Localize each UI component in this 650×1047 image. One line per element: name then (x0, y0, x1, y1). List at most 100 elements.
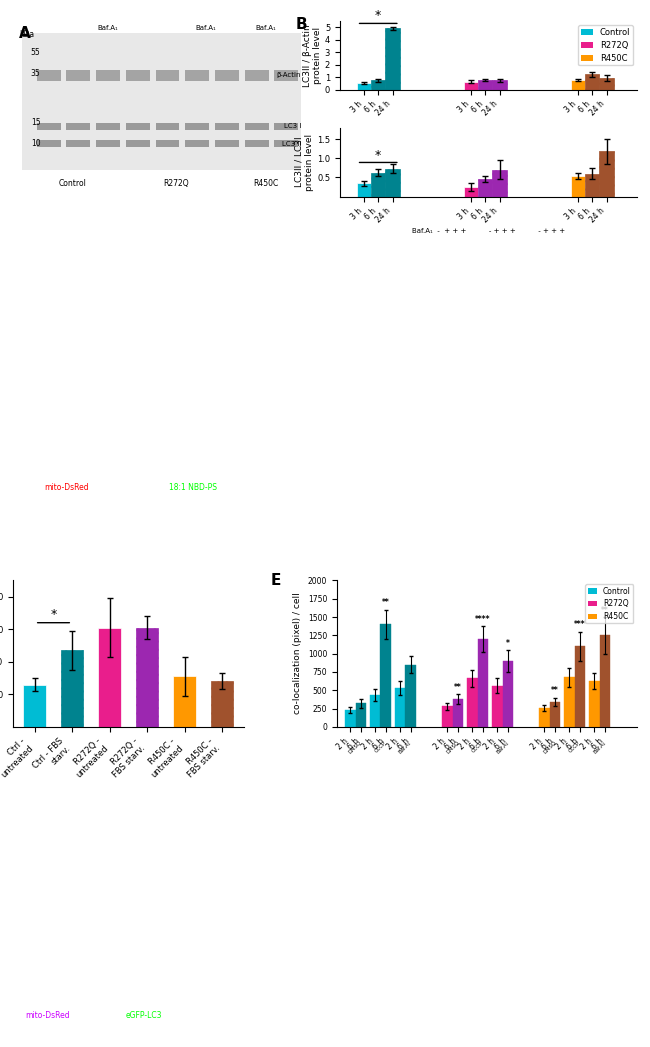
Bar (478, 80, 493, 90)
Text: *: * (375, 9, 382, 22)
Text: 15: 15 (31, 118, 40, 128)
Bar (61, 650, 83, 727)
Text: Baf.A₁: Baf.A₁ (398, 740, 413, 755)
Bar (357, 183, 371, 197)
FancyBboxPatch shape (96, 140, 120, 148)
Bar (502, 661, 514, 727)
Y-axis label: LC3II / LC3I
protein level: LC3II / LC3I protein level (295, 134, 314, 191)
Text: B: B (295, 18, 307, 32)
Bar (585, 74, 599, 90)
Y-axis label: co-localization (pixel) / cell: co-localization (pixel) / cell (293, 593, 302, 714)
Bar (599, 77, 614, 90)
Text: ****: **** (475, 615, 491, 624)
Text: eGFP-LC3: eGFP-LC3 (125, 1010, 162, 1020)
Bar (98, 627, 121, 727)
Text: ***: *** (574, 621, 586, 629)
FancyBboxPatch shape (245, 122, 268, 130)
FancyBboxPatch shape (96, 70, 120, 81)
Text: DMSO: DMSO (348, 740, 363, 755)
FancyBboxPatch shape (37, 140, 60, 148)
Text: R272Q: R272Q (164, 179, 189, 188)
Text: A: A (19, 26, 31, 41)
Bar (385, 28, 400, 90)
Bar (23, 685, 46, 727)
Text: *: * (50, 608, 57, 621)
Bar (550, 701, 560, 727)
Text: R450C: R450C (253, 179, 278, 188)
Text: Baf.A₁: Baf.A₁ (592, 740, 607, 755)
Text: *: * (506, 639, 510, 648)
Bar (599, 636, 610, 727)
Bar (478, 179, 493, 197)
Text: R450C: R450C (515, 284, 551, 293)
FancyBboxPatch shape (185, 140, 209, 148)
FancyBboxPatch shape (155, 140, 179, 148)
Bar (493, 81, 507, 90)
Text: β-Actin: β-Actin (277, 72, 301, 79)
Text: CCCP: CCCP (374, 740, 387, 754)
Bar (463, 187, 478, 197)
Text: CCCP: CCCP (471, 740, 484, 754)
Bar (585, 174, 599, 197)
Text: co-
localization: co- localization (20, 379, 63, 398)
FancyBboxPatch shape (96, 122, 120, 130)
FancyBboxPatch shape (66, 140, 90, 148)
Bar (463, 82, 478, 90)
Bar (385, 169, 400, 197)
Bar (406, 665, 416, 727)
FancyBboxPatch shape (185, 122, 209, 130)
Bar (356, 704, 366, 727)
Text: 10: 10 (31, 139, 40, 149)
Bar (589, 682, 599, 727)
Text: DMSO: DMSO (445, 740, 460, 755)
FancyBboxPatch shape (245, 140, 268, 148)
Bar (599, 152, 614, 197)
Text: LC3 I: LC3 I (284, 124, 301, 130)
Bar (370, 695, 380, 727)
Text: R272Q: R272Q (25, 906, 34, 932)
Text: **: ** (454, 683, 462, 692)
Text: Control: Control (25, 833, 34, 861)
Legend: Control, R272Q, R450C: Control, R272Q, R450C (578, 25, 633, 66)
Y-axis label: LC3II / β-Actin
protein level: LC3II / β-Actin protein level (303, 24, 322, 87)
Text: E: E (271, 573, 281, 588)
FancyBboxPatch shape (245, 70, 268, 81)
Text: Control: Control (58, 179, 86, 188)
Text: C: C (20, 286, 31, 300)
FancyBboxPatch shape (155, 122, 179, 130)
FancyBboxPatch shape (274, 140, 298, 148)
Bar (345, 710, 356, 727)
FancyBboxPatch shape (66, 70, 90, 81)
Bar (174, 676, 196, 727)
Bar (492, 686, 502, 727)
Text: Baf. A₁ - 6h: Baf. A₁ - 6h (510, 814, 556, 823)
Text: Baf.A₁: Baf.A₁ (255, 25, 276, 30)
FancyBboxPatch shape (155, 70, 179, 81)
Text: Baf.A₁: Baf.A₁ (98, 25, 118, 30)
Bar (452, 699, 463, 727)
Text: colocalization: colocalization (402, 1015, 456, 1024)
Text: mito-DsRed: mito-DsRed (25, 1010, 70, 1020)
Text: DMSO: DMSO (542, 740, 557, 755)
Text: CCCP: CCCP (568, 740, 581, 754)
FancyBboxPatch shape (22, 34, 301, 171)
FancyBboxPatch shape (126, 140, 150, 148)
Text: LC3 II: LC3 II (282, 141, 301, 147)
Bar (371, 81, 385, 90)
Bar (539, 708, 550, 727)
FancyBboxPatch shape (37, 122, 60, 130)
Text: kDa: kDa (19, 29, 34, 39)
Bar (564, 677, 575, 727)
Text: Control: Control (97, 284, 137, 293)
Bar (371, 173, 385, 197)
Text: Baf.A₁: Baf.A₁ (196, 25, 216, 30)
Text: merge: merge (294, 483, 318, 492)
Bar (380, 624, 391, 727)
FancyBboxPatch shape (126, 122, 150, 130)
Text: *: * (375, 149, 382, 162)
Text: **: ** (382, 599, 390, 607)
Text: Baf.A₁: Baf.A₁ (495, 740, 510, 755)
Text: 55: 55 (31, 48, 40, 57)
Bar (571, 81, 585, 90)
Bar (211, 682, 233, 727)
